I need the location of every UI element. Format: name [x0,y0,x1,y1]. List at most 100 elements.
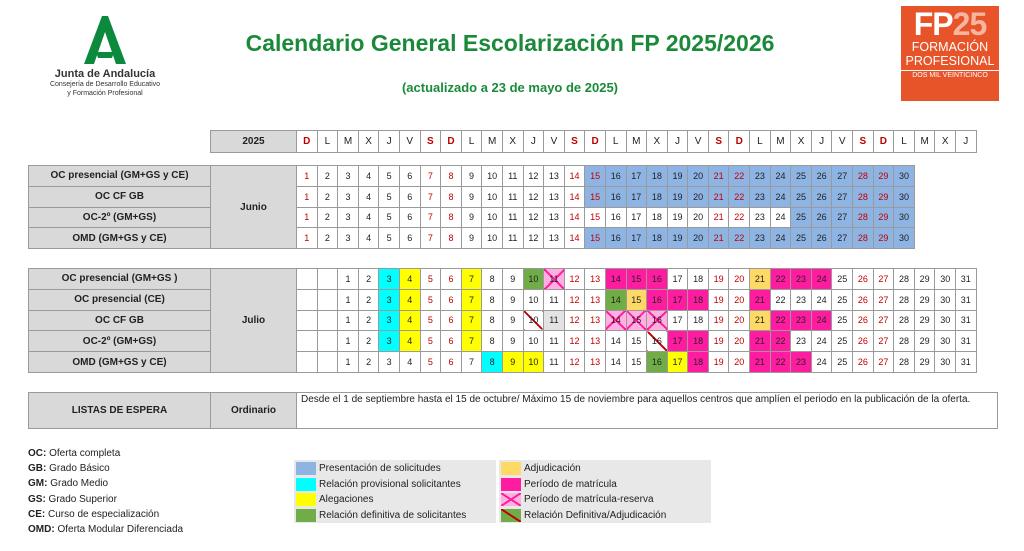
page-title: Calendario General Escolarización FP 202… [245,30,775,56]
row-label: OC presencial (CE) [28,288,211,311]
day-cell: 19 [707,330,730,353]
day-cell: 26 [852,268,874,290]
day-cell: 17 [666,351,689,373]
day-cell: 19 [666,165,689,187]
day-cell: 23 [749,206,771,229]
day-cell: 31 [955,351,977,373]
empty-cell [316,330,339,353]
day-cell: 23 [790,351,812,373]
day-cell: 24 [769,227,792,250]
legend-swatch [296,493,316,506]
day-cell: 12 [563,288,586,311]
org-subtitle-2: y Formación Profesional [67,90,143,97]
day-cell: 30 [893,165,915,187]
day-cell: 15 [625,351,648,373]
weekday-32: J [955,130,977,153]
day-cell: 4 [398,268,421,290]
day-cell: 25 [790,185,812,208]
day-cell: 16 [646,288,668,311]
weekday-31: X [934,130,956,153]
day-cell: 11 [501,227,524,250]
day-cell: 15 [584,227,606,250]
day-cell: 29 [913,330,936,353]
day-cell: 16 [604,185,627,208]
day-cell: 11 [501,206,524,229]
day-cell: 22 [769,268,792,290]
day-cell: 6 [440,268,462,290]
legend-label: Adjudicación [524,463,581,474]
day-cell: 23 [790,288,812,311]
day-cell: 14 [563,185,586,208]
day-cell: 18 [687,330,709,353]
day-cell: 7 [419,185,442,208]
day-cell: 8 [481,309,503,332]
legend-item-definitiva: Relación definitiva de solicitantes [296,508,466,523]
day-cell: 23 [790,268,812,290]
day-cell: 6 [440,351,462,373]
day-cell: 9 [460,227,483,250]
day-cell: 16 [646,309,668,332]
day-cell: 30 [934,288,956,311]
abbreviation-item: CE: Curso de especialización [28,507,183,522]
day-cell: 9 [501,330,524,353]
day-cell: 16 [604,227,627,250]
day-cell: 7 [460,330,483,353]
year-cell: 2025 [210,130,297,153]
day-cell: 18 [646,165,668,187]
day-cell: 8 [440,227,462,250]
weekday-13: S [563,130,586,153]
day-cell: 22 [769,288,792,311]
day-cell: 17 [625,165,648,187]
empty-cell [296,309,318,332]
day-cell: 9 [460,165,483,187]
day-cell: 21 [749,288,771,311]
day-cell: 18 [687,288,709,311]
empty-cell [955,207,977,228]
empty-cell [934,165,956,187]
day-cell: 2 [357,309,380,332]
day-cell: 16 [646,351,668,373]
day-cell: 4 [398,309,421,332]
abbreviation-item: OMD: Oferta Modular Diferenciada [28,522,183,537]
org-subtitle-1: Consejería de Desarrollo Educativo [49,81,161,88]
day-cell: 1 [337,351,359,373]
weekday-5: V [398,130,421,153]
day-cell: 3 [337,227,359,250]
day-cell: 31 [955,330,977,353]
day-cell: 17 [625,185,648,208]
abbreviations-list: OC: Oferta completa GB: Grado Básico GM: G… [28,446,183,537]
legend-item-alegaciones: Alegaciones [296,492,373,507]
weekday-header: 2025 D L M X J V S D L M X J V S D L M X J V S D L M X J V S D L M X J [210,130,977,153]
day-cell: 10 [522,351,545,373]
weekday-27: S [852,130,874,153]
day-cell: 28 [852,165,874,187]
legend-item-definitiva-adjudicacion: Relación Definitiva/Adjudicación [501,508,666,523]
weekday-1: L [316,130,339,153]
day-cell: 15 [584,165,606,187]
day-cell: 6 [440,309,462,332]
row-label: OMD (GM+GS y CE) [28,351,211,373]
day-cell: 16 [604,165,627,187]
day-cell: 29 [913,288,936,311]
junta-andalucia-logo: Junta de Andalucía Consejería de Desarro… [30,14,180,98]
weekday-21: D [728,130,751,153]
day-cell: 12 [522,185,545,208]
day-cell: 30 [934,309,956,332]
table-row: OMD (GM+GS y CE) 1 2 3 4 5 6 7 8 9 10 11 12 13 14 15 16 1… [28,227,977,250]
day-cell: 14 [563,227,586,250]
day-cell: 23 [749,165,771,187]
day-cell: 22 [769,351,792,373]
row-label: OC presencial (GM+GS y CE) [28,165,211,187]
day-cell: 8 [481,330,503,353]
day-cell: 24 [769,206,792,229]
day-cell: 28 [893,330,915,353]
day-cell: 17 [666,288,689,311]
abbreviation-item: GB: Grado Básico [28,461,183,476]
day-cell: 24 [810,288,833,311]
day-cell: 4 [357,165,380,187]
day-cell: 15 [584,185,606,208]
weekday-16: M [625,130,648,153]
day-cell: 8 [440,206,462,229]
day-cell: 6 [440,288,462,311]
day-cell: 22 [728,206,751,229]
